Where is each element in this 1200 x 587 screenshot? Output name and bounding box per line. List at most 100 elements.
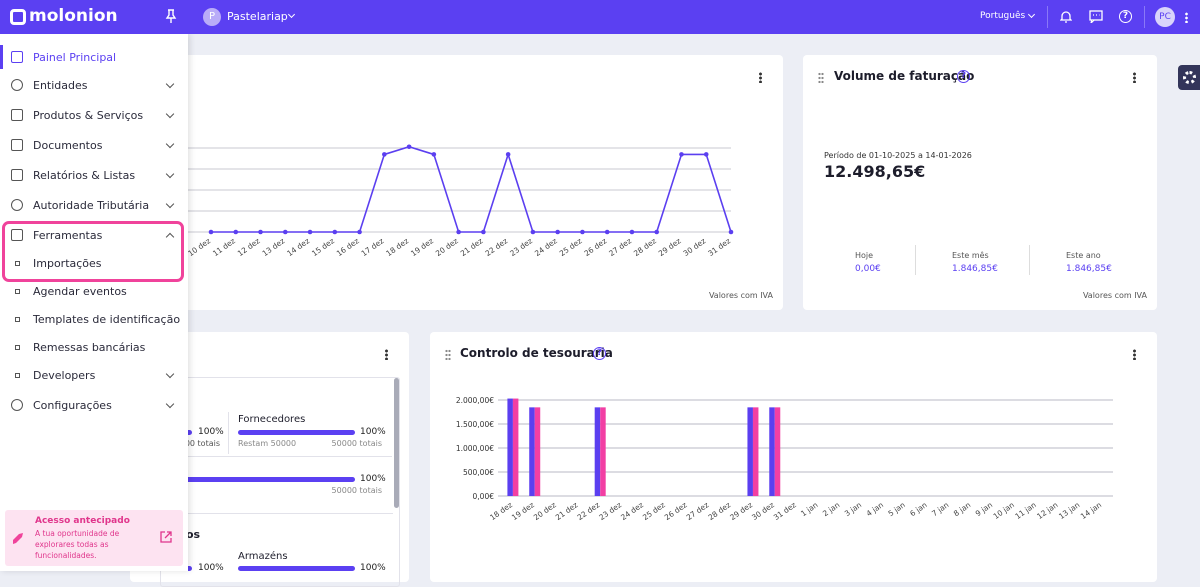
bar [529,407,535,496]
y-tick-label: 1.500,00€ [456,420,494,429]
x-tick-label: 19 dez [510,500,536,522]
divider [1144,6,1145,28]
label: Armazéns [238,551,288,562]
y-tick-label: 1.000,00€ [456,444,494,453]
bar [747,407,753,496]
point [505,152,511,157]
scrollbar[interactable] [394,378,399,508]
x-tick-label: 10 jan [992,500,1017,521]
card-menu[interactable] [1133,349,1136,360]
point [332,229,338,235]
point [208,229,214,235]
x-tick-label: 14 dez [285,236,311,258]
point [282,229,288,235]
x-tick-label: 24 dez [533,236,559,258]
help-icon[interactable]: ? [957,70,970,83]
bar [594,407,601,496]
drag-handle[interactable] [445,349,451,360]
menu-item[interactable]: Ferramentas [0,222,188,248]
progress-bar [238,430,355,435]
bar [769,407,775,496]
bar [600,407,606,496]
menu-item[interactable]: Relatórios & Listas [0,162,188,188]
x-tick-label: 16 dez [335,236,361,258]
drag-handle[interactable] [818,72,824,83]
menu-item[interactable]: Importações [0,250,188,276]
x-tick-label: 25 dez [641,500,667,522]
menu-label: Ferramentas [33,228,103,242]
chevron[interactable] [287,10,296,19]
point [703,152,709,157]
point [431,152,437,157]
point [580,229,585,235]
divider [170,456,392,457]
menu-item[interactable]: Agendar eventos [0,278,188,304]
point [258,229,263,235]
x-tick-label: 30 dez [750,500,776,522]
x-tick-label: 24 dez [619,500,645,522]
x-tick-label: 4 jan [865,500,886,518]
period: Período de 01-10-2025 a 14-01-2026 [824,151,972,160]
x-tick-label: 23 dez [597,500,623,522]
x-tick-label: 7 jan [930,500,951,518]
chevron[interactable] [1027,10,1036,19]
promo-text: A tua oportunidade de [35,529,120,538]
percent: 100% [360,563,386,573]
bar [512,398,519,496]
x-tick-label: 31 dez [706,236,732,258]
messages-icon[interactable] [1089,10,1103,23]
card-menu[interactable] [759,72,762,83]
x-tick-label: 22 dez [575,500,601,522]
bar [507,398,513,496]
x-tick-label: 10 dez [186,236,212,258]
x-tick-label: 27 dez [685,500,711,522]
menu-item[interactable]: Produtos & Serviços [0,102,188,128]
stat-value: 1.846,85€ [1066,264,1112,274]
x-tick-label: 1 jan [799,500,820,518]
x-tick-label: 15 dez [310,236,336,258]
x-tick-label: 12 dez [236,236,262,258]
settings-button[interactable] [1178,65,1200,90]
stat-label: Este mês [952,251,989,260]
x-tick-label: 19 dez [409,236,435,258]
card-menu[interactable] [385,349,388,360]
menu-label: Remessas bancárias [33,340,146,354]
menu-item[interactable]: Painel Principal [0,44,188,70]
pin-icon[interactable] [165,9,177,23]
company-name[interactable]: Pastelariap [227,10,288,23]
promo-text: explorares todas as [35,540,109,549]
company-avatar[interactable]: P [203,8,221,26]
bell-icon[interactable] [1060,10,1072,23]
menu-label: Configurações [33,398,112,412]
promo-box[interactable]: Acesso antecipado A tua oportunidade de … [5,510,183,566]
x-tick-label: 13 dez [261,236,287,258]
x-tick-label: 22 dez [483,236,509,258]
menu-item[interactable]: Developers [0,362,188,388]
help-icon[interactable]: ? [1119,10,1132,23]
x-tick-label: 8 jan [952,500,973,518]
promo-text: funcionalidades. [35,551,97,560]
user-avatar[interactable]: PC [1155,7,1175,27]
card-menu[interactable] [1133,72,1136,83]
remaining: Restam 50000 [238,439,297,448]
menu-item[interactable]: Entidades [0,72,188,98]
help-icon[interactable]: ? [593,347,606,360]
y-tick-label: 500,00€ [463,468,494,477]
x-tick-label: 21 dez [554,500,580,522]
highlight-box [2,221,184,282]
stat-label: Este ano [1066,251,1101,260]
menu-item[interactable]: Documentos [0,132,188,158]
menu-item[interactable]: Templates de identificação [0,306,188,332]
language[interactable]: Português [980,11,1026,21]
menu-item[interactable]: Autoridade Tributária [0,192,188,218]
x-tick-label: 18 dez [488,500,514,522]
logo[interactable]: molonion [29,6,118,26]
y-tick-label: 2.000,00€ [456,396,494,405]
x-tick-label: 6 jan [908,500,929,518]
menu-label: Developers [33,368,96,382]
card-note: Valores com IVA [708,291,773,300]
menu-item[interactable]: Configurações [0,392,188,418]
menu-icon[interactable] [1185,12,1188,23]
x-tick-label: 21 dez [459,236,485,258]
menu-item[interactable]: Remessas bancárias [0,334,188,360]
